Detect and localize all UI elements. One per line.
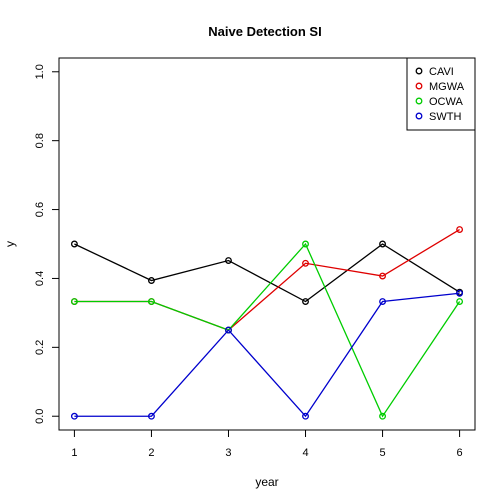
legend: CAVI MGWA OCWA SWTH — [406, 57, 476, 131]
data-point — [147, 298, 155, 305]
legend-item: OCWA — [415, 96, 463, 108]
x-axis: 1 2 3 4 5 6 — [71, 429, 463, 459]
legend-marker — [415, 112, 423, 120]
legend-label: SWTH — [429, 111, 461, 123]
legend-marker — [415, 97, 423, 105]
legend-marker — [415, 67, 423, 75]
x-tick-label: 1 — [71, 447, 77, 459]
y-tick-label: 0.0 — [34, 409, 46, 424]
y-tick-label: 0.6 — [34, 202, 46, 217]
legend-label: MGWA — [429, 81, 465, 93]
data-point — [379, 298, 387, 305]
legend-label: CAVI — [429, 66, 454, 78]
legend-label: OCWA — [429, 96, 463, 108]
legend-item: SWTH — [415, 111, 461, 123]
data-point — [225, 326, 232, 334]
data-point — [379, 412, 387, 420]
series-swth — [70, 289, 464, 420]
series-cavi — [70, 240, 464, 305]
data-point — [70, 412, 78, 420]
y-tick-label: 0.8 — [34, 133, 46, 148]
series-line — [74, 292, 460, 418]
y-axis-label: y — [3, 241, 17, 247]
y-axis: 0.0 0.2 0.4 0.6 0.8 1.0 — [34, 64, 60, 424]
data-point — [147, 277, 155, 284]
x-tick-label: 2 — [148, 447, 154, 459]
data-point — [70, 240, 78, 248]
y-tick-label: 0.4 — [34, 271, 46, 286]
data-point — [302, 240, 309, 248]
data-point — [302, 412, 309, 420]
x-tick-label: 6 — [457, 447, 463, 459]
x-tick-label: 5 — [379, 447, 385, 459]
y-tick-label: 1.0 — [34, 64, 46, 79]
legend-item: CAVI — [415, 66, 454, 78]
series-line — [74, 242, 461, 418]
data-point — [379, 240, 387, 248]
data-point — [302, 259, 309, 267]
legend-item: MGWA — [415, 81, 465, 93]
data-point — [456, 289, 464, 297]
x-tick-label: 3 — [225, 447, 231, 459]
data-point — [147, 412, 155, 420]
data-point — [70, 298, 78, 305]
x-tick-label: 4 — [302, 447, 308, 459]
data-point — [456, 298, 464, 305]
x-axis-label: year — [255, 475, 278, 489]
series-layer — [70, 226, 464, 420]
data-point — [302, 298, 309, 305]
y-tick-label: 0.2 — [34, 340, 46, 355]
chart-title: Naive Detection SI — [208, 24, 321, 39]
data-point — [456, 226, 464, 233]
data-point — [225, 257, 232, 264]
legend-box — [406, 57, 476, 131]
legend-marker — [415, 82, 423, 90]
series-line — [74, 243, 460, 303]
data-point — [379, 272, 387, 280]
